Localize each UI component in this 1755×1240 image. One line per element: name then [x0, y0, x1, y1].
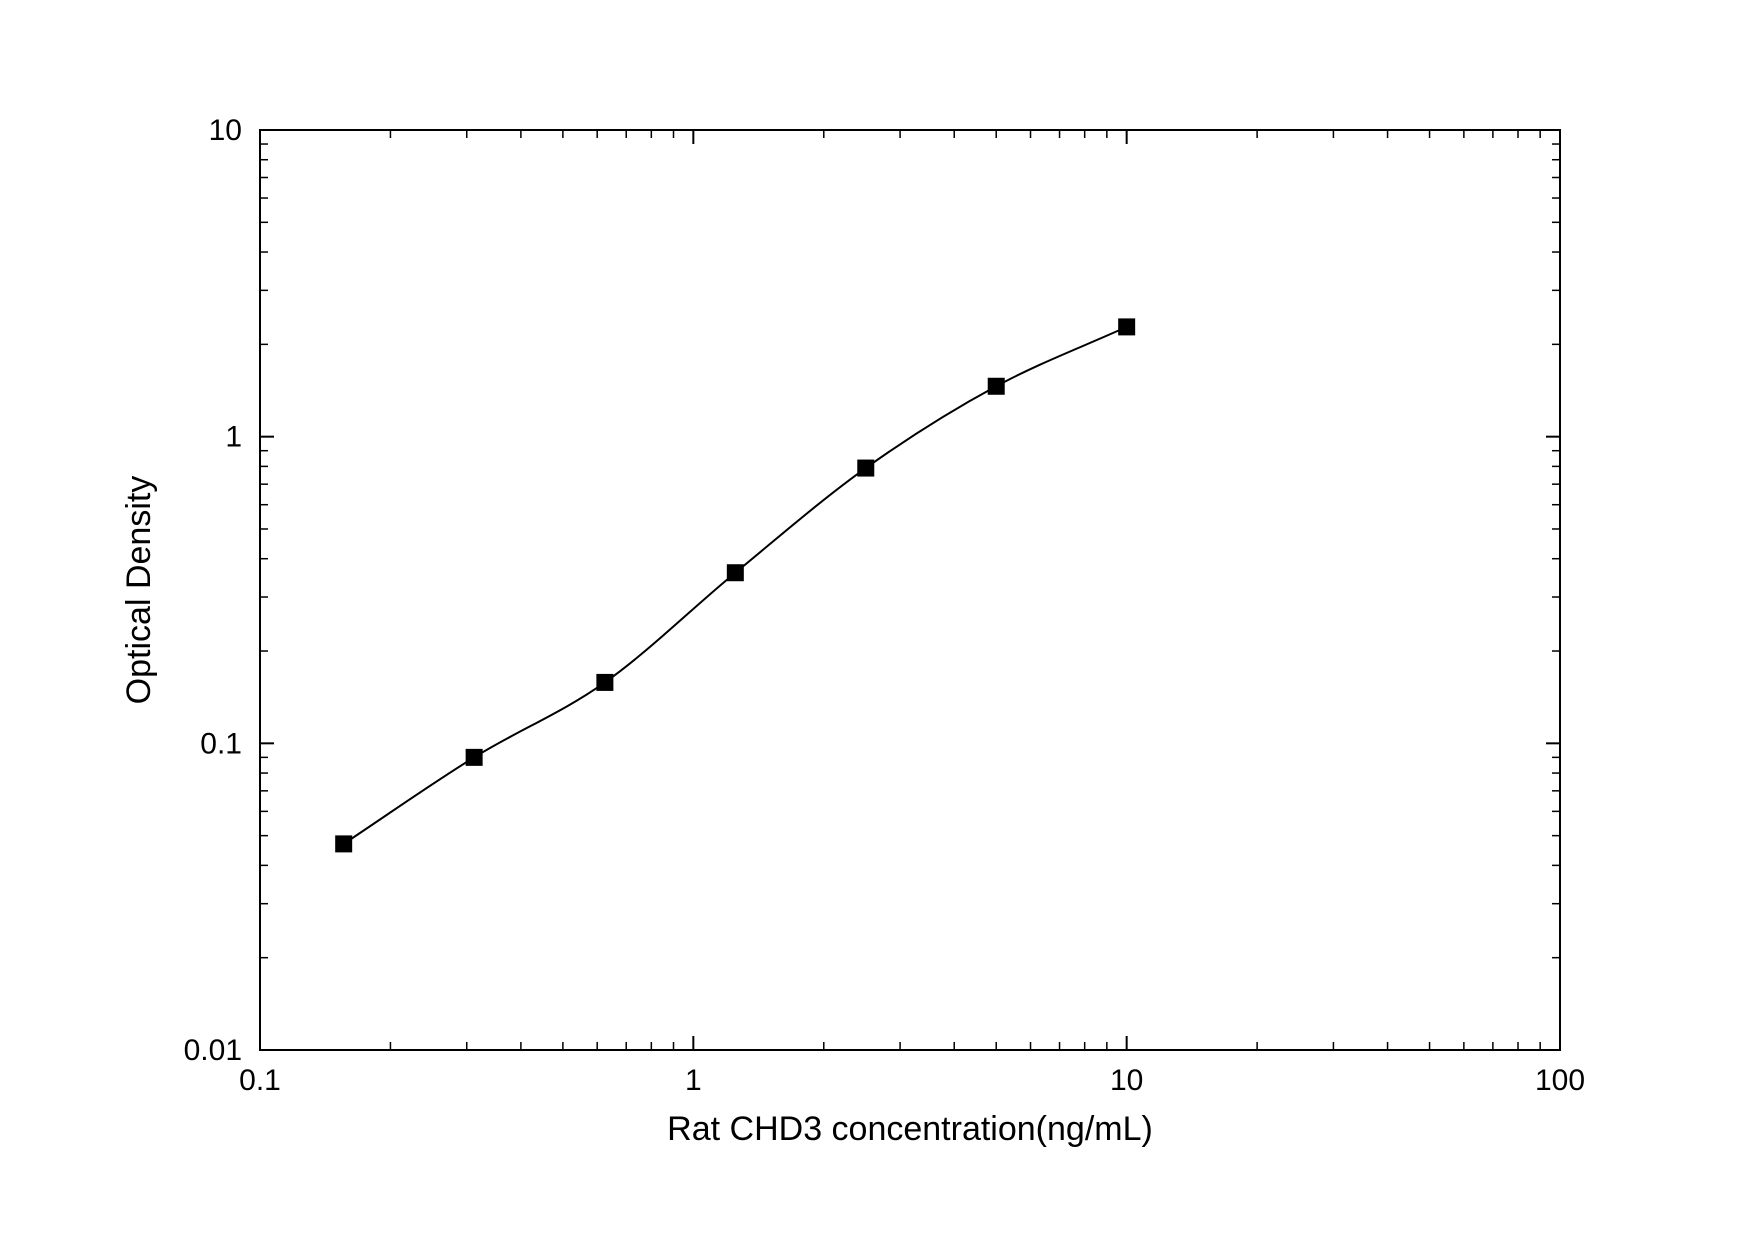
- y-axis-label: Optical Density: [120, 476, 158, 705]
- x-tick-label: 100: [1535, 1064, 1585, 1097]
- y-tick-label: 10: [209, 114, 242, 147]
- chart-container: 0.11101000.010.1110Rat CHD3 concentratio…: [0, 0, 1755, 1240]
- data-point: [988, 378, 1004, 394]
- chart-svg: 0.11101000.010.1110Rat CHD3 concentratio…: [0, 0, 1755, 1240]
- y-tick-label: 0.1: [200, 727, 242, 760]
- data-point: [727, 565, 743, 581]
- data-point: [336, 836, 352, 852]
- data-point: [466, 749, 482, 765]
- x-axis-label: Rat CHD3 concentration(ng/mL): [667, 1110, 1153, 1148]
- data-point: [1119, 319, 1135, 335]
- y-tick-label: 0.01: [184, 1034, 242, 1067]
- data-point: [597, 674, 613, 690]
- y-tick-label: 1: [225, 421, 242, 454]
- data-point: [858, 460, 874, 476]
- x-tick-label: 0.1: [239, 1064, 281, 1097]
- x-tick-label: 1: [685, 1064, 702, 1097]
- x-tick-label: 10: [1110, 1064, 1143, 1097]
